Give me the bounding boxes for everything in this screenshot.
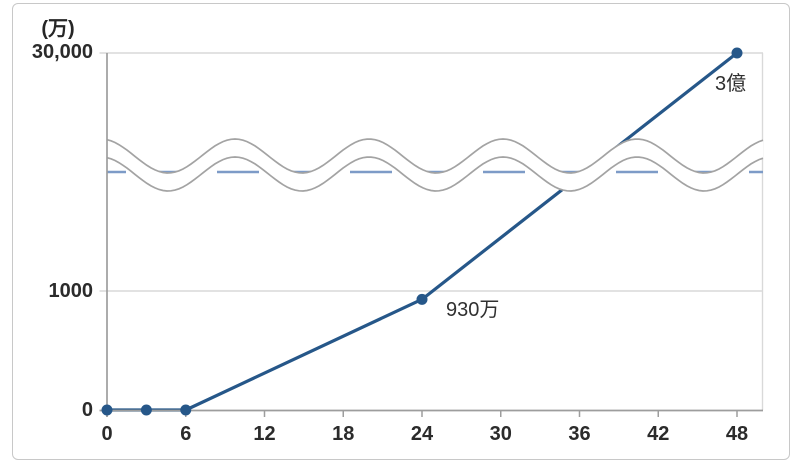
x-tick-label: 30: [489, 423, 512, 445]
data-point-marker[interactable]: [731, 47, 743, 59]
data-point-marker[interactable]: [416, 293, 428, 305]
axis-unit-label: (万): [41, 18, 75, 40]
x-tick-label: 48: [725, 423, 749, 445]
axis-break-wave-band: [107, 139, 763, 191]
x-tick-label: 6: [180, 423, 192, 445]
y-tick-label: 1000: [48, 280, 94, 302]
data-point-label: 3億: [715, 73, 747, 95]
x-tick-label: 24: [410, 423, 434, 445]
data-point-marker[interactable]: [180, 404, 192, 416]
x-tick-label: 12: [253, 423, 276, 445]
x-tick-label: 42: [647, 423, 670, 445]
data-point-marker[interactable]: [101, 404, 113, 416]
data-point-marker[interactable]: [140, 404, 152, 416]
series-line: [105, 51, 739, 412]
data-point-label: 930万: [446, 299, 500, 321]
axis-break-wave-upper: [106, 138, 764, 174]
x-tick-label: 36: [568, 423, 591, 445]
x-tick-label: 18: [332, 423, 355, 445]
y-tick-label: 0: [81, 399, 93, 421]
axis-break-wave-lower: [106, 156, 764, 192]
y-tick-label: 30,000: [31, 41, 93, 63]
x-tick-label: 0: [101, 423, 113, 445]
